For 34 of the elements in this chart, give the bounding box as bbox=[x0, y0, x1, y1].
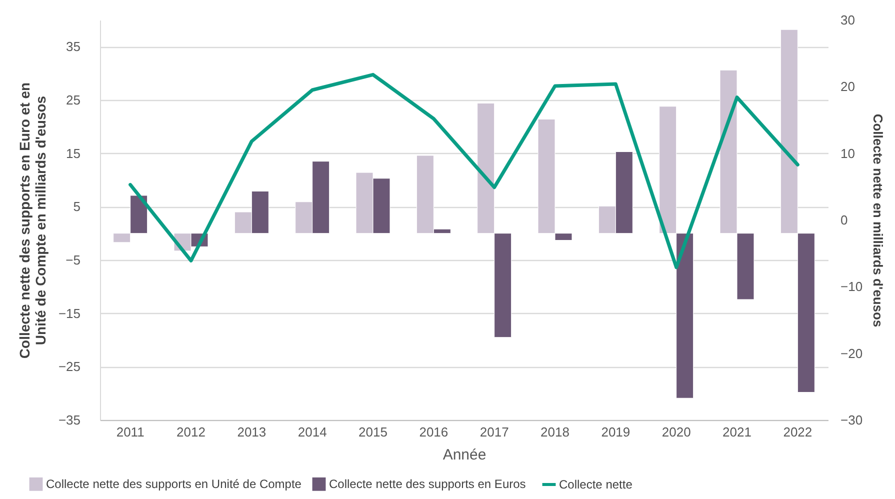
y-tick-label: −5 bbox=[66, 252, 80, 268]
y2-tick-label: 20 bbox=[840, 79, 855, 94]
x-tick-label: 2016 bbox=[419, 424, 448, 440]
x-tick-label: 2015 bbox=[358, 424, 388, 440]
y2-tick-label: −20 bbox=[840, 346, 863, 361]
y-tick-label: 35 bbox=[66, 39, 80, 54]
legend-label: Collecte nette bbox=[559, 478, 633, 492]
legend-label: Collecte nette des supports en Euros bbox=[329, 477, 526, 492]
x-tick-label: 2021 bbox=[722, 424, 752, 440]
x-axis-title: Année bbox=[442, 446, 486, 464]
y2-tick-label: −30 bbox=[840, 412, 863, 428]
y2-tick-label: 30 bbox=[840, 12, 855, 28]
x-tick-label: 2013 bbox=[237, 424, 266, 440]
x-tick-label: 2019 bbox=[601, 424, 630, 440]
y-tick-label: −15 bbox=[58, 306, 80, 321]
y-tick-label: 25 bbox=[66, 92, 80, 108]
x-tick-label: 2011 bbox=[116, 424, 144, 440]
y-tick-label: 5 bbox=[73, 199, 80, 214]
line-series bbox=[128, 72, 800, 270]
x-tick-label: 2017 bbox=[480, 424, 509, 440]
x-tick-label: 2014 bbox=[298, 424, 327, 440]
y-tick-label: −25 bbox=[58, 359, 80, 374]
y2-tick-label: −10 bbox=[840, 279, 863, 294]
y-tick-label: 15 bbox=[66, 146, 80, 161]
y2-tick-label: 10 bbox=[840, 146, 855, 161]
y2-axis-title: Collecte nette en milliards d'eusos bbox=[870, 114, 886, 328]
legend-label: Collecte nette des supports en Unité de Compte bbox=[46, 477, 302, 492]
y-tick-label: −35 bbox=[58, 412, 80, 428]
y2-tick-label: 0 bbox=[840, 212, 848, 228]
x-tick-label: 2018 bbox=[540, 424, 570, 440]
x-tick-label: 2012 bbox=[176, 424, 206, 440]
y-axis-title: Collecte nette des supports en Euro et en Unité de Compte en milliards d'eusos bbox=[16, 82, 48, 359]
x-tick-label: 2022 bbox=[783, 424, 812, 440]
x-tick-label: 2020 bbox=[662, 424, 691, 440]
